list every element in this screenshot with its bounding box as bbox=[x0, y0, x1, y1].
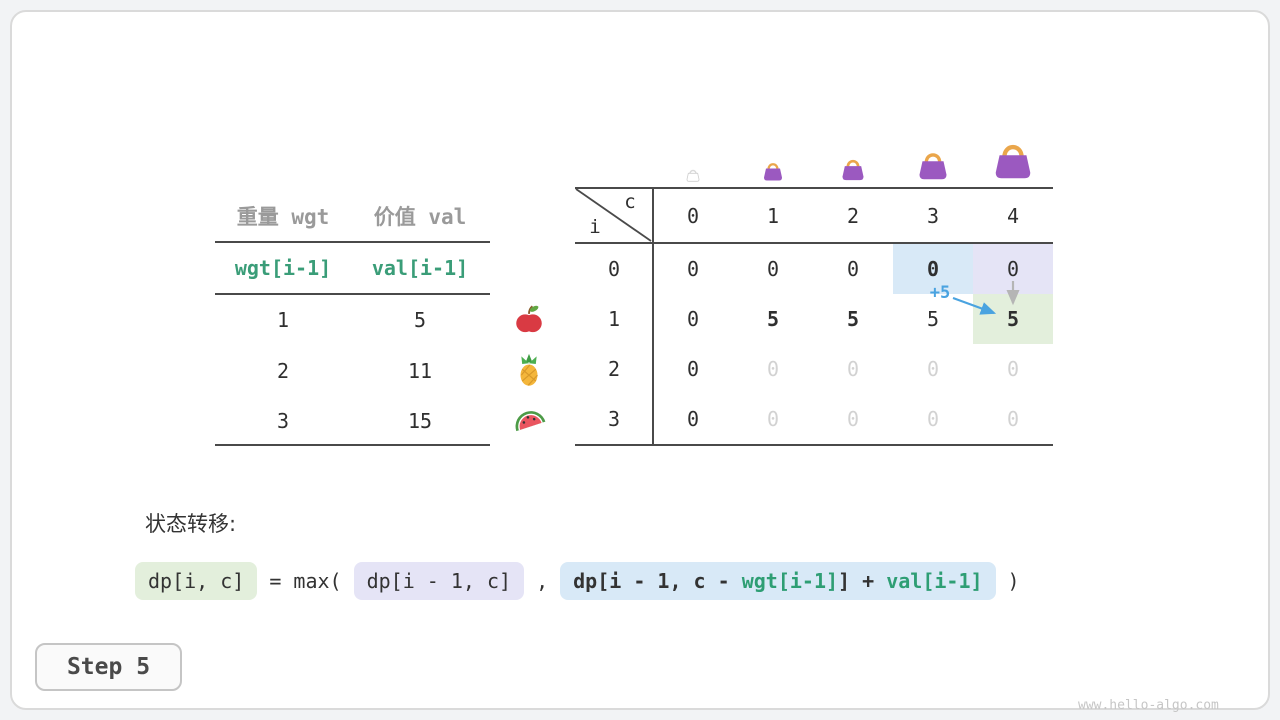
step-badge[interactable]: Step 5 bbox=[35, 643, 182, 691]
table-line bbox=[575, 187, 1053, 189]
table-line bbox=[575, 444, 1053, 446]
corner-col-var: c bbox=[624, 191, 636, 213]
formula-arg2-box: dp[i - 1, c - wgt[i-1]] + val[i-1] bbox=[560, 562, 996, 600]
values-col-header: 价值 val bbox=[373, 205, 467, 229]
watermelon-icon bbox=[512, 404, 548, 440]
weights-col-header: 重量 wgt bbox=[236, 205, 330, 229]
handbag-icon-ghost bbox=[685, 167, 701, 183]
dp-cell: 0 bbox=[766, 357, 780, 381]
dp-cell: 0 bbox=[926, 407, 940, 431]
dp-cell: 0 bbox=[1006, 257, 1020, 281]
dp-cell: 0 bbox=[846, 357, 860, 381]
formula-lhs-box: dp[i, c] bbox=[135, 562, 258, 600]
formula-arg2-val: val[i-1] bbox=[886, 569, 983, 593]
table-line bbox=[652, 188, 654, 446]
formula-arg2-wgt: wgt[i-1] bbox=[741, 569, 839, 593]
weights-row-cell: 2 bbox=[276, 358, 290, 383]
dp-cell: 0 bbox=[846, 407, 860, 431]
table-line bbox=[215, 241, 490, 243]
dp-col-header: 1 bbox=[766, 203, 780, 228]
weights-row-cell: 5 bbox=[413, 307, 427, 332]
plus-value-annotation: +5 bbox=[929, 283, 951, 303]
state-transition-label: 状态转移: bbox=[145, 512, 237, 536]
dp-cell: 0 bbox=[686, 407, 700, 431]
dp-cell: 0 bbox=[766, 407, 780, 431]
weights-row-cell: 15 bbox=[407, 408, 433, 433]
dp-col-header: 4 bbox=[1006, 203, 1020, 228]
dp-cell: 0 bbox=[1006, 357, 1020, 381]
formula-comma: , bbox=[536, 569, 549, 593]
dp-cell: 0 bbox=[686, 357, 700, 381]
transition-formula: dp[i, c] = max( dp[i - 1, c] , dp[i - 1,… bbox=[135, 560, 1020, 602]
dp-row-header: 3 bbox=[607, 407, 621, 431]
handbag-icon bbox=[915, 147, 951, 183]
dp-row-header: 2 bbox=[607, 357, 621, 381]
weights-row-cell: 11 bbox=[407, 358, 433, 383]
dp-cell: 0 bbox=[846, 257, 860, 281]
dp-cell: 5 bbox=[1006, 307, 1020, 331]
pineapple-icon bbox=[512, 353, 546, 387]
table-line bbox=[575, 242, 1053, 244]
dp-cell: 5 bbox=[846, 307, 860, 331]
apple-icon bbox=[512, 302, 546, 336]
dp-row-header: 1 bbox=[607, 307, 621, 331]
watermark: www.hello-algo.com bbox=[1078, 698, 1219, 713]
formula-arg1-box: dp[i - 1, c] bbox=[353, 562, 525, 600]
dp-cell: 0 bbox=[1006, 407, 1020, 431]
formula-close-paren: ) bbox=[1007, 569, 1020, 593]
dp-col-header: 3 bbox=[926, 203, 940, 228]
weights-row-cell: 3 bbox=[276, 408, 290, 433]
handbag-icon bbox=[761, 159, 785, 183]
dp-cell: 5 bbox=[926, 307, 940, 331]
highlight-source-cell bbox=[893, 244, 973, 294]
corner-row-var: i bbox=[589, 216, 601, 238]
val-var-cell: val[i-1] bbox=[371, 256, 469, 280]
dp-cell: 0 bbox=[766, 257, 780, 281]
formula-arg2-part: dp[i - 1, c - bbox=[573, 569, 742, 593]
dp-cell: 0 bbox=[926, 357, 940, 381]
dp-col-header: 2 bbox=[846, 203, 860, 228]
dp-cell: 0 bbox=[686, 307, 700, 331]
dp-cell: 0 bbox=[686, 257, 700, 281]
dp-row-header: 0 bbox=[607, 257, 621, 281]
dp-cell: 0 bbox=[926, 257, 940, 281]
formula-arg2-part: ] + bbox=[838, 569, 887, 593]
table-line bbox=[215, 444, 490, 446]
formula-operator: = max( bbox=[269, 569, 342, 593]
weights-row-cell: 1 bbox=[276, 307, 290, 332]
dp-cell: 5 bbox=[766, 307, 780, 331]
table-line bbox=[215, 293, 490, 295]
handbag-icon bbox=[839, 155, 867, 183]
wgt-var-cell: wgt[i-1] bbox=[234, 256, 332, 280]
handbag-icon bbox=[990, 137, 1036, 183]
dp-col-header: 0 bbox=[686, 203, 700, 228]
